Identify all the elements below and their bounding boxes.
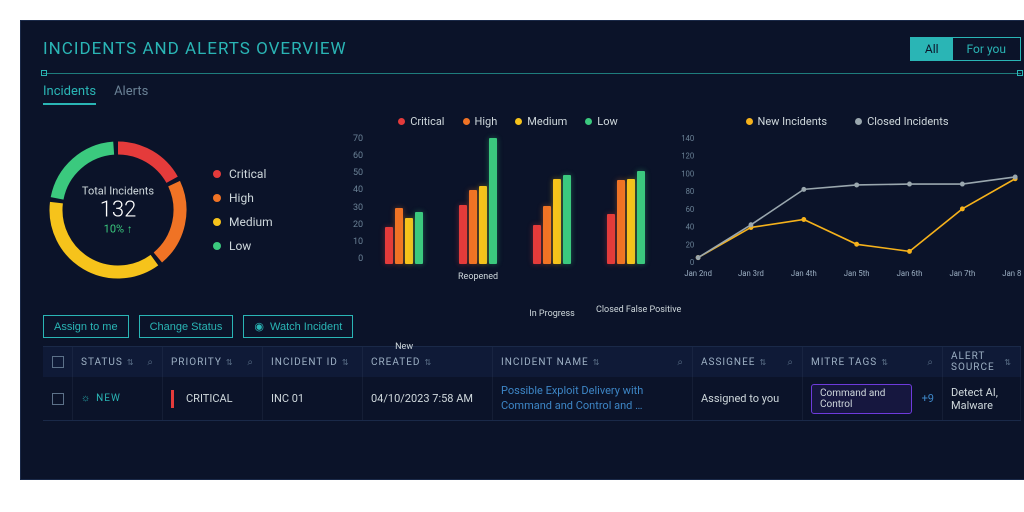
legend-item: High: [213, 191, 273, 205]
donut-chart: Total Incidents 132 10% ↑: [43, 135, 193, 285]
svg-text:120: 120: [681, 152, 694, 161]
svg-text:140: 140: [681, 134, 694, 143]
bar-area: 706050403020100 NewReopenedIn ProgressCl…: [353, 134, 663, 284]
bar-group: Closed False Positive: [607, 171, 645, 264]
subtab-incidents[interactable]: Incidents: [43, 80, 96, 105]
row-checkbox[interactable]: [52, 393, 64, 405]
created-cell: 04/10/2023 7:58 AM: [363, 377, 493, 420]
svg-text:Jan 7th: Jan 7th: [949, 269, 975, 278]
svg-text:0: 0: [690, 258, 694, 267]
col-priority[interactable]: PRIORITY⇅⌕: [163, 347, 263, 377]
donut-pct: 10% ↑: [82, 223, 154, 236]
search-icon[interactable]: ⌕: [677, 357, 684, 368]
incidents-table: STATUS⇅⌕ PRIORITY⇅⌕ INCIDENT ID⇅ CREATED…: [43, 346, 1021, 421]
mitre-plus[interactable]: +9: [922, 392, 934, 405]
col-status[interactable]: STATUS⇅⌕: [73, 347, 163, 377]
svg-text:100: 100: [681, 169, 694, 178]
donut-value: 132: [82, 198, 154, 223]
mitre-tag[interactable]: Command and Control: [811, 384, 912, 414]
svg-text:Jan 2nd: Jan 2nd: [684, 269, 712, 278]
table-header: STATUS⇅⌕ PRIORITY⇅⌕ INCIDENT ID⇅ CREATED…: [43, 347, 1021, 377]
bar-group: New: [385, 208, 423, 264]
dashboard: INCIDENTS AND ALERTS OVERVIEW All For yo…: [20, 20, 1024, 480]
id-cell: INC 01: [263, 377, 363, 420]
header-row: INCIDENTS AND ALERTS OVERVIEW All For yo…: [43, 37, 1021, 61]
bar-legend: CriticalHighMediumLow: [353, 115, 663, 128]
col-id[interactable]: INCIDENT ID⇅: [263, 347, 363, 377]
donut-panel: Total Incidents 132 10% ↑ Critical High Me…: [43, 115, 343, 305]
select-all-checkbox[interactable]: [52, 356, 64, 368]
eye-icon: ◉: [254, 320, 264, 333]
svg-text:60: 60: [686, 205, 695, 214]
mitre-cell: Command and Control +9: [803, 377, 943, 420]
watch-button[interactable]: ◉ Watch Incident: [243, 315, 353, 338]
donut-legend: Critical High Medium Low: [213, 167, 273, 253]
source-cell: Detect AI, Malware: [943, 377, 1021, 420]
col-source[interactable]: ALERT SOURCE⇅: [943, 347, 1021, 377]
svg-text:Jan 6th: Jan 6th: [897, 269, 923, 278]
charts-row: Total Incidents 132 10% ↑ CriticalHighMe…: [43, 115, 1021, 305]
tab-for-you[interactable]: For you: [953, 38, 1020, 60]
sub-tabs: Incidents Alerts: [43, 80, 1021, 105]
bar-group: Reopened: [459, 138, 497, 264]
change-status-button[interactable]: Change Status: [139, 315, 234, 338]
legend-item: Medium: [213, 215, 273, 229]
svg-text:Jan 8th: Jan 8th: [1002, 269, 1021, 278]
bar-panel: CriticalHighMediumLow 706050403020100 Ne…: [353, 115, 663, 305]
svg-text:40: 40: [686, 222, 695, 231]
search-icon[interactable]: ⌕: [787, 357, 794, 368]
table-row[interactable]: ☼NEW CRITICAL INC 01 04/10/2023 7:58 AM …: [43, 377, 1021, 421]
col-name[interactable]: INCIDENT NAME⇅⌕: [493, 347, 693, 377]
status-pill: ☼NEW: [81, 393, 121, 404]
incident-link[interactable]: Possible Exploit Delivery with Command a…: [501, 384, 684, 413]
search-icon[interactable]: ⌕: [147, 357, 154, 368]
legend-item: Low: [213, 239, 273, 253]
line-legend: New IncidentsClosed Incidents: [673, 115, 1021, 128]
svg-text:20: 20: [686, 240, 695, 249]
legend-item: Critical: [213, 167, 273, 181]
svg-text:Jan 5th: Jan 5th: [844, 269, 870, 278]
donut-label: Total Incidents: [82, 185, 154, 198]
priority-cell: CRITICAL: [163, 377, 263, 420]
svg-text:Jan 4th: Jan 4th: [791, 269, 817, 278]
subtab-alerts[interactable]: Alerts: [114, 80, 148, 105]
divider: [43, 73, 1021, 74]
search-icon[interactable]: ⌕: [247, 357, 254, 368]
assignee-cell: Assigned to you: [693, 377, 803, 420]
col-mitre[interactable]: MITRE TAGS⇅⌕: [803, 347, 943, 377]
tab-all[interactable]: All: [911, 38, 953, 60]
search-icon[interactable]: ⌕: [927, 357, 934, 368]
bar-group: In Progress: [533, 175, 571, 264]
line-panel: New IncidentsClosed Incidents 140 120 100 8…: [673, 115, 1021, 305]
filter-tabs: All For you: [910, 37, 1021, 61]
svg-text:Jan 3rd: Jan 3rd: [738, 269, 764, 278]
assign-button[interactable]: Assign to me: [43, 315, 129, 338]
svg-text:80: 80: [686, 187, 695, 196]
col-assignee[interactable]: ASSIGNEE⇅⌕: [693, 347, 803, 377]
page-title: INCIDENTS AND ALERTS OVERVIEW: [43, 39, 347, 59]
